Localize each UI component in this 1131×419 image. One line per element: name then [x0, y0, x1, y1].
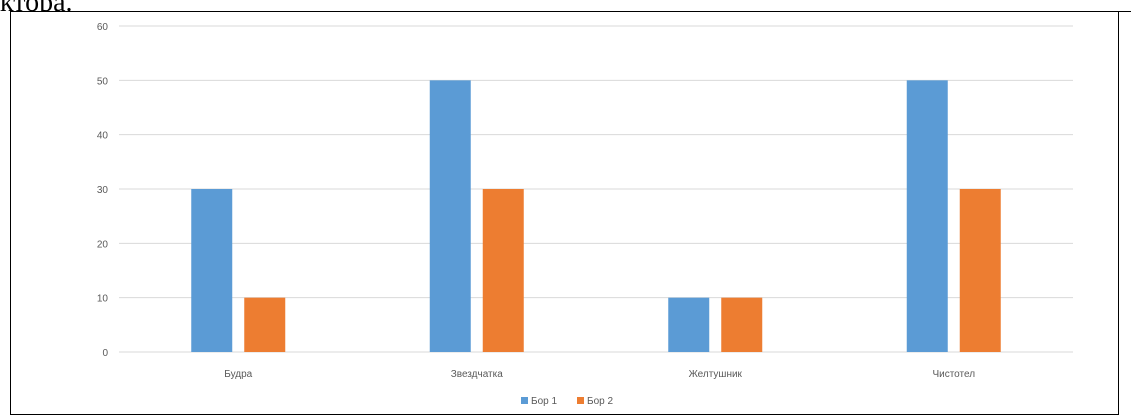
legend-label: Бор 1	[531, 396, 557, 407]
legend-swatch	[577, 397, 584, 404]
x-tick-label: Звездчатка	[451, 369, 504, 380]
bar-1-2	[429, 80, 471, 352]
bar-chart: 0 10 20 30 40 50 60 Будра Звездчатка Желтушник Чи…	[97, 22, 1073, 407]
x-tick-label: Будра	[224, 369, 252, 380]
y-tick-label: 20	[97, 239, 109, 250]
y-tick-label: 60	[97, 22, 109, 33]
bar-2-2	[482, 189, 524, 352]
legend-swatch	[521, 397, 528, 404]
y-tick-label: 40	[97, 131, 109, 142]
legend-label: Бор 2	[587, 396, 613, 407]
bars	[191, 80, 1001, 352]
bar-2-1	[244, 297, 286, 352]
y-tick-label: 50	[97, 76, 109, 87]
bar-1-3	[668, 297, 710, 352]
bar-2-3	[721, 297, 763, 352]
y-tick-label: 30	[97, 185, 109, 196]
bar-2-4	[959, 189, 1001, 352]
bar-1-1	[191, 189, 233, 352]
chart-frame: 0 10 20 30 40 50 60 Будра Звездчатка Желтушник Чи…	[10, 11, 1119, 415]
y-tick-label: 0	[102, 348, 108, 359]
x-tick-label: Чистотел	[932, 369, 975, 380]
y-axis-tick-labels: 0 10 20 30 40 50 60	[97, 22, 109, 359]
bar-1-4	[906, 80, 948, 352]
x-axis-tick-labels: Будра Звездчатка Желтушник Чистотел	[224, 369, 975, 380]
y-tick-label: 10	[97, 294, 109, 305]
x-tick-label: Желтушник	[689, 369, 743, 380]
legend: Бор 1 Бор 2	[521, 396, 613, 407]
